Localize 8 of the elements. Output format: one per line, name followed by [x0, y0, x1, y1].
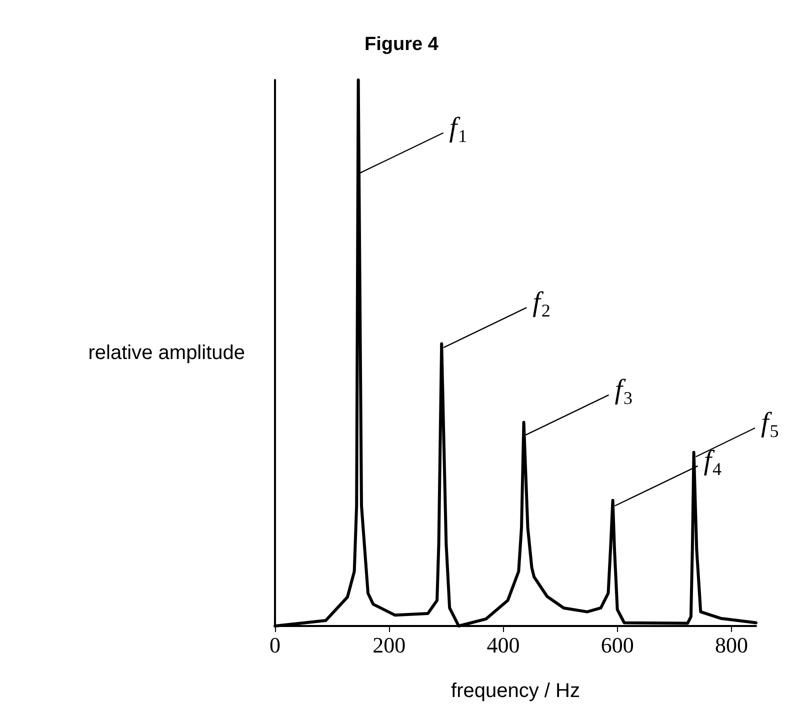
x-tick-label: 600 [600, 632, 634, 658]
x-tick-label: 400 [486, 632, 520, 658]
chart-title: Figure 4 [364, 34, 439, 55]
x-tick-label: 200 [372, 632, 406, 658]
y-axis-title: relative amplitude [88, 342, 245, 364]
x-tick-label: 0 [270, 632, 280, 658]
x-tick-label: 800 [714, 632, 748, 658]
x-axis-title: frequency / Hz [451, 680, 580, 702]
